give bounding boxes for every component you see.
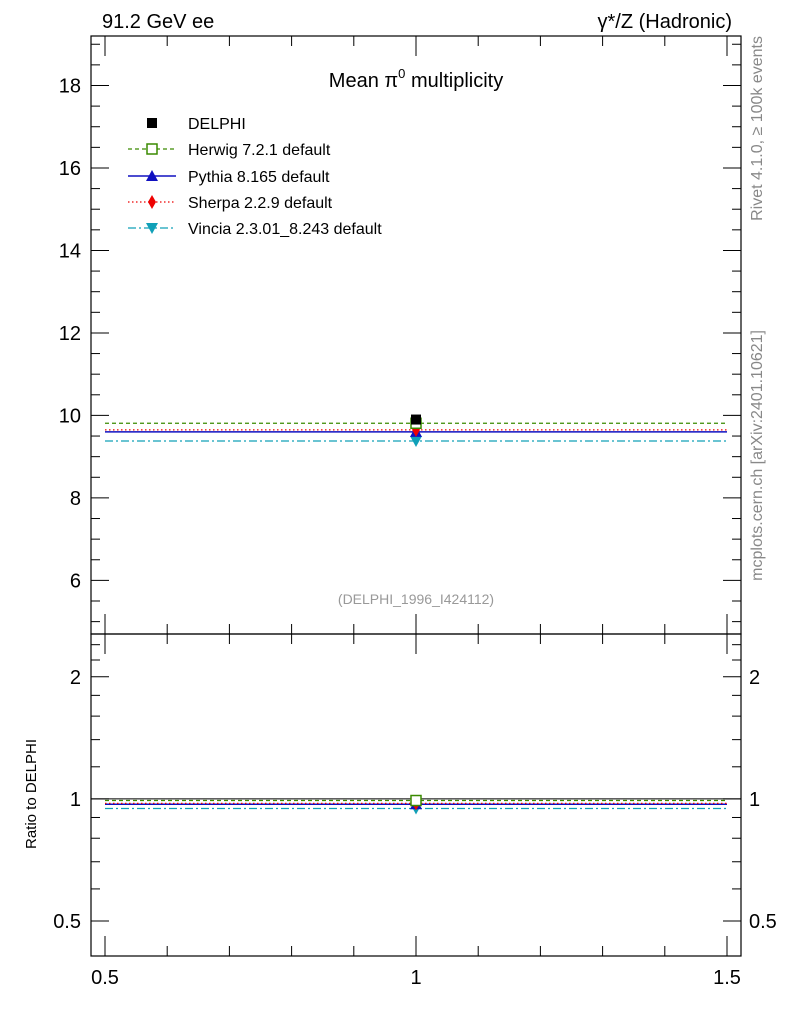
main-y-tick-label: 14 xyxy=(59,240,81,262)
main-y-tick-labels: 6 8 10 12 14 16 18 xyxy=(59,75,81,592)
main-y-tick-label: 12 xyxy=(59,323,81,345)
legend-marker-sherpa xyxy=(148,195,156,209)
legend-entry-delphi: DELPHI xyxy=(147,116,246,133)
ratio-y-ticks xyxy=(91,644,741,922)
mcplots-credit-label: mcplots.cern.ch [arXiv:2401.10621] xyxy=(749,330,766,581)
header-energy-label: 91.2 GeV ee xyxy=(102,11,214,33)
main-y-ticks xyxy=(91,43,741,623)
delphi-point xyxy=(411,414,421,425)
x-tick-label: 1.5 xyxy=(713,967,741,989)
header-process-label: γ*/Z (Hadronic) xyxy=(598,11,732,33)
legend-label-pythia: Pythia 8.165 default xyxy=(188,169,330,186)
main-y-tick-label: 8 xyxy=(70,488,81,510)
ratio-y-tick-label-right: 1 xyxy=(749,789,760,811)
ratio-y-tick-label-right: 2 xyxy=(749,667,760,689)
ratio-y-tick-label-left: 1 xyxy=(70,789,81,811)
x-tick-labels: 0.5 1 1.5 xyxy=(91,967,741,989)
main-y-tick-label: 10 xyxy=(59,405,81,427)
chart-title-base: Mean π xyxy=(329,70,398,92)
main-y-tick-label: 6 xyxy=(70,570,81,592)
legend-label-vincia: Vincia 2.3.01_8.243 default xyxy=(188,221,382,238)
main-x-ticks xyxy=(104,36,728,634)
main-y-tick-label: 16 xyxy=(59,158,81,180)
rivet-version-label: Rivet 4.1.0, ≥ 100k events xyxy=(749,36,766,221)
legend-entry-herwig: Herwig 7.2.1 default xyxy=(128,142,331,159)
chart-title-sup: 0 xyxy=(398,66,405,81)
x-tick-label: 0.5 xyxy=(91,967,119,989)
legend-label-herwig: Herwig 7.2.1 default xyxy=(188,142,331,159)
legend-entry-pythia: Pythia 8.165 default xyxy=(128,169,330,186)
herwig-marker xyxy=(410,794,422,807)
ratio-y-tick-labels: 0.5 0.5 1 1 2 2 xyxy=(53,667,777,933)
legend-marker-delphi xyxy=(147,118,157,128)
legend: DELPHI Herwig 7.2.1 default Pythia 8.165… xyxy=(128,116,382,238)
ratio-y-tick-label-right: 0.5 xyxy=(749,911,777,933)
ratio-panel: 0.5 0.5 1 1 2 2 0.5 1 1.5 Ratio to DELPHI xyxy=(23,633,777,989)
legend-marker-vincia xyxy=(146,223,158,234)
legend-marker-pythia xyxy=(146,170,158,181)
ratio-y-tick-label-left: 0.5 xyxy=(53,911,81,933)
ratio-series-group xyxy=(105,794,727,815)
analysis-watermark: (DELPHI_1996_I424112) xyxy=(338,591,494,607)
main-panel: 6 8 10 12 14 16 18 Mean π0 multiplicity (DELPH… xyxy=(59,35,742,635)
ratio-x-ticks xyxy=(104,634,728,956)
chart-title-rest: multiplicity xyxy=(405,70,503,92)
x-tick-label: 1 xyxy=(410,967,421,989)
legend-entry-vincia: Vincia 2.3.01_8.243 default xyxy=(128,221,382,238)
legend-label-sherpa: Sherpa 2.2.9 default xyxy=(188,195,333,212)
chart-title: Mean π0 multiplicity xyxy=(329,66,503,92)
legend-label-delphi: DELPHI xyxy=(188,116,246,133)
legend-entry-sherpa: Sherpa 2.2.9 default xyxy=(128,195,333,212)
ratio-y-axis-label: Ratio to DELPHI xyxy=(23,739,40,849)
vincia-marker xyxy=(410,435,422,447)
main-y-tick-label: 18 xyxy=(59,75,81,97)
legend-marker-herwig xyxy=(146,143,158,155)
ratio-y-tick-label-left: 2 xyxy=(70,667,81,689)
main-series-group xyxy=(105,414,727,447)
